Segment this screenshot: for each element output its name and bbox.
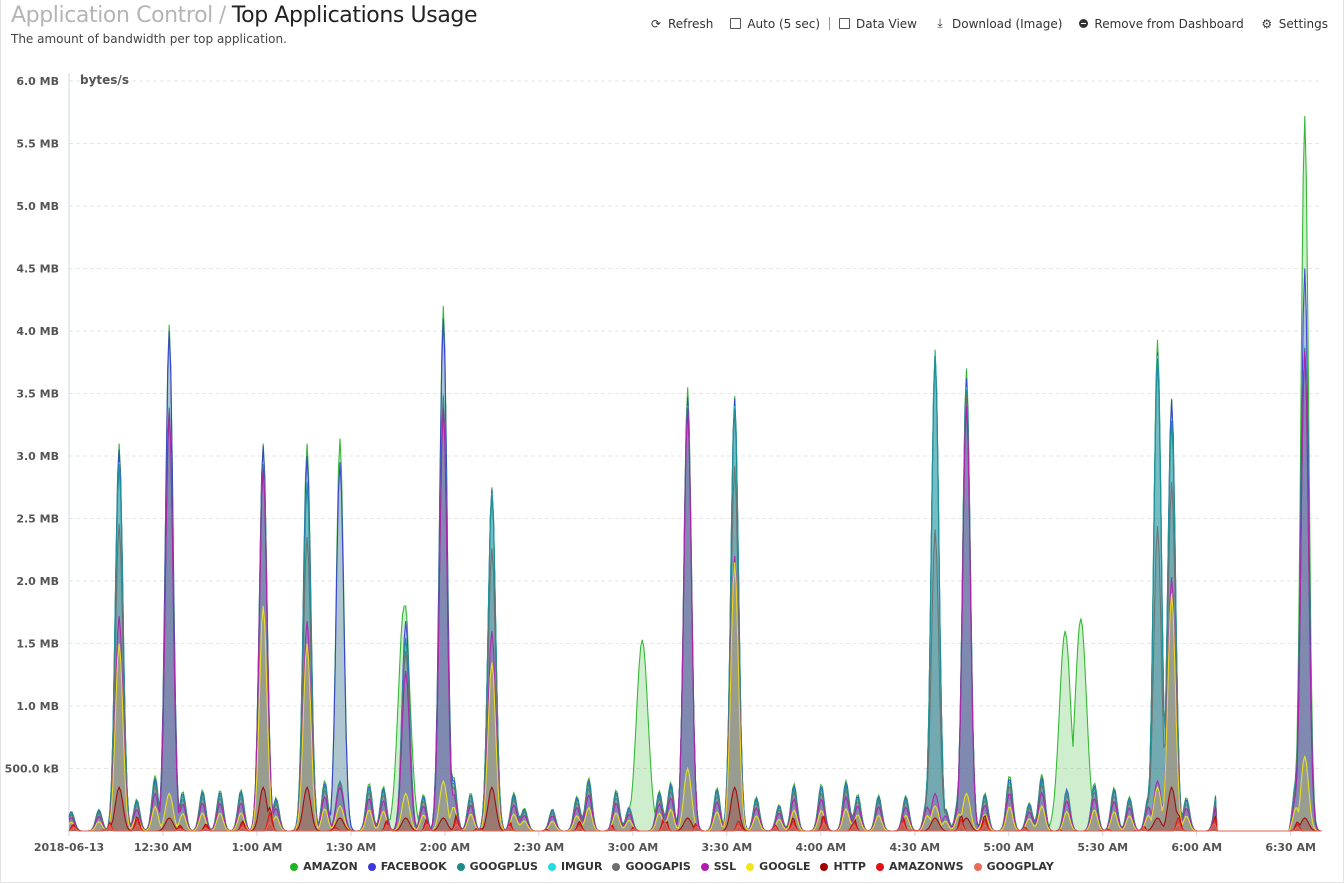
legend-dot-icon [820, 862, 829, 871]
breadcrumb-app-control[interactable]: Application Control [11, 3, 213, 28]
legend-label: GOOGAPIS [625, 860, 691, 873]
auto-refresh-toggle[interactable]: Auto (5 sec) [730, 17, 820, 31]
refresh-label: Refresh [667, 16, 714, 31]
legend-dot-icon [973, 862, 982, 871]
minus-circle-icon [1079, 19, 1089, 28]
data-view-checkbox[interactable] [839, 18, 851, 29]
legend-dot-icon [290, 862, 299, 871]
x-tick-label: 2:00 AM [420, 841, 471, 854]
legend-dot-icon [367, 862, 376, 871]
legend-dot-icon [746, 862, 755, 871]
widget-subtitle: The amount of bandwidth per top applicat… [11, 32, 287, 46]
page-title: Application Control / Top Applications Usa… [11, 3, 478, 28]
download-icon: ⤓ [937, 16, 943, 30]
legend-item-amazonws[interactable]: AMAZONWS [876, 860, 964, 873]
y-tick-label: 4.5 MB [16, 263, 59, 276]
x-tick-label: 2018-06-13 [34, 841, 104, 854]
x-tick-label: 1:00 AM [232, 841, 283, 854]
x-tick-label: 6:30 AM [1265, 841, 1316, 854]
legend-item-google[interactable]: GOOGLE [746, 860, 810, 873]
legend-label: HTTP [833, 860, 866, 873]
legend-label: AMAZON [303, 860, 358, 873]
legend-item-amazon[interactable]: AMAZON [290, 860, 358, 873]
toolbar-divider [829, 17, 831, 30]
legend-label: IMGUR [560, 860, 603, 873]
remove-label: Remove from Dashboard [1094, 16, 1244, 31]
x-tick-label: 4:30 AM [889, 841, 940, 854]
download-label: Download (Image) [952, 16, 1063, 31]
y-tick-label: 3.5 MB [16, 388, 59, 401]
data-view-toggle[interactable]: Data View [839, 17, 917, 31]
settings-button[interactable]: ⚙ Settings [1261, 17, 1328, 31]
legend-dot-icon [547, 862, 556, 871]
download-button[interactable]: ⤓ Download (Image) [934, 16, 1062, 31]
legend-label: SSL [713, 860, 737, 873]
auto-label: Auto (5 sec) [747, 16, 821, 31]
series-area-googplay [69, 822, 1322, 831]
x-tick-label: 12:30 AM [134, 841, 192, 854]
y-tick-label: 5.0 MB [16, 200, 59, 213]
legend-item-ssl[interactable]: SSL [700, 860, 737, 873]
legend-label: FACEBOOK [380, 860, 447, 873]
x-tick-label: 5:30 AM [1077, 841, 1128, 854]
legend-item-http[interactable]: HTTP [820, 860, 866, 873]
legend-dot-icon [700, 862, 709, 871]
y-tick-label: 6.0 MB [16, 75, 59, 88]
legend-dot-icon [876, 862, 884, 871]
series-line-googplay [68, 821, 1322, 832]
widget-title: Top Applications Usage [231, 3, 478, 28]
breadcrumb-separator: / [218, 3, 226, 28]
x-tick-label: 1:30 AM [326, 841, 377, 854]
chart-legend: AMAZON FACEBOOK GOOGPLUS IMGUR GOOGAPIS SSL GO… [0, 860, 1344, 873]
auto-checkbox[interactable] [730, 18, 742, 29]
widget-toolbar: ⟳ Refresh Auto (5 sec) Data View ⤓ Downl… [633, 16, 1328, 31]
y-tick-label: 2.0 MB [16, 575, 59, 588]
legend-label: GOOGPLAY [986, 860, 1054, 873]
legend-item-facebook[interactable]: FACEBOOK [367, 860, 447, 873]
refresh-icon: ⟳ [650, 16, 662, 31]
legend-dot-icon [456, 862, 465, 871]
y-tick-label: 3.0 MB [16, 450, 59, 463]
legend-item-googplus[interactable]: GOOGPLUS [456, 860, 538, 873]
bandwidth-area-chart[interactable]: 500.0 kB 1.0 MB 1.5 MB 2.0 MB 2.5 MB 3.0 MB 3.… [0, 60, 1344, 860]
y-axis-label: bytes/s [80, 73, 129, 87]
data-view-label: Data View [856, 16, 917, 31]
legend-item-googplay[interactable]: GOOGPLAY [973, 860, 1054, 873]
gear-icon: ⚙ [1261, 16, 1273, 31]
y-tick-label: 5.5 MB [16, 138, 59, 151]
series-line-ssl [68, 350, 1323, 832]
x-tick-label: 3:00 AM [608, 841, 659, 854]
y-tick-label: 500.0 kB [5, 763, 59, 776]
x-tick-label: 5:00 AM [983, 841, 1034, 854]
y-tick-label: 1.5 MB [16, 638, 59, 651]
remove-from-dashboard-button[interactable]: Remove from Dashboard [1079, 16, 1244, 31]
y-tick-label: 1.0 MB [16, 700, 59, 713]
legend-label: GOOGPLUS [469, 860, 538, 873]
legend-label: GOOGLE [759, 860, 811, 873]
x-tick-label: 4:00 AM [795, 841, 846, 854]
legend-dot-icon [612, 862, 621, 871]
x-tick-label: 2:30 AM [514, 841, 565, 854]
legend-item-imgur[interactable]: IMGUR [547, 860, 603, 873]
x-tick-label: 6:00 AM [1171, 841, 1222, 854]
legend-label: AMAZONWS [889, 860, 964, 873]
y-tick-label: 2.5 MB [16, 513, 59, 526]
y-tick-label: 4.0 MB [16, 325, 59, 338]
settings-label: Settings [1278, 16, 1328, 31]
x-tick-label: 3:30 AM [701, 841, 752, 854]
legend-item-googapis[interactable]: GOOGAPIS [612, 860, 691, 873]
refresh-button[interactable]: ⟳ Refresh [650, 17, 713, 31]
